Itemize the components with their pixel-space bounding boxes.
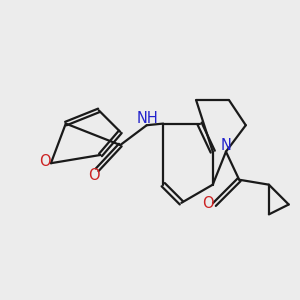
Text: NH: NH [136,111,158,126]
Text: O: O [39,154,51,169]
Text: N: N [221,138,232,153]
Text: O: O [88,168,99,183]
Text: O: O [202,196,214,211]
